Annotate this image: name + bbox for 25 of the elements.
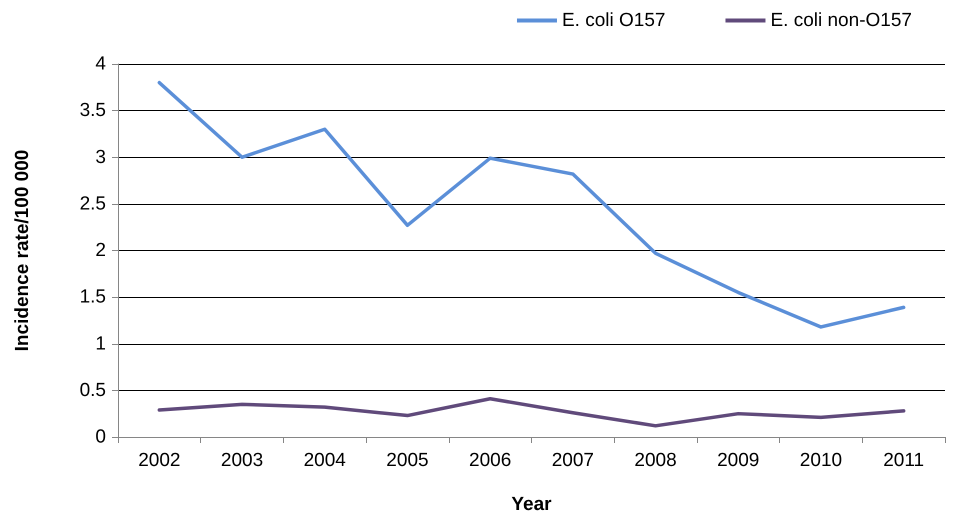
line-series: [158, 80, 906, 329]
x-tick-label: 2010: [800, 450, 842, 471]
y-tick-label: 0: [95, 426, 106, 448]
x-tick-label: 2004: [304, 450, 346, 471]
x-tick-label: 2003: [220, 450, 264, 471]
legend-label: E. coli O157: [562, 10, 666, 31]
x-tick-label: 2009: [717, 450, 760, 471]
x-tick-label: 2007: [552, 450, 594, 471]
y-tick-label: 2: [95, 240, 106, 261]
y-tick-label: 1.5: [80, 286, 106, 308]
x-tick-label: 2006: [469, 450, 512, 471]
x-tick-label: 2011: [883, 450, 924, 471]
x-tick-label: 2005: [386, 450, 429, 471]
y-tick-label: 0.5: [80, 380, 106, 401]
x-axis-title: Year: [511, 494, 552, 515]
y-tick-label: 4: [95, 54, 106, 74]
x-tick-label: 2002: [138, 450, 180, 471]
y-tick-label: 1: [95, 333, 106, 354]
y-axis-title: Incidence rate/100 000: [12, 150, 33, 352]
y-tick-label: 2.5: [80, 193, 106, 214]
x-tick-label: 2008: [634, 450, 677, 471]
legend-label: E. coli non-O157: [770, 10, 912, 31]
line-series: [158, 397, 906, 428]
y-tick-label: 3: [95, 146, 106, 168]
y-tick-label: 3.5: [80, 100, 106, 122]
